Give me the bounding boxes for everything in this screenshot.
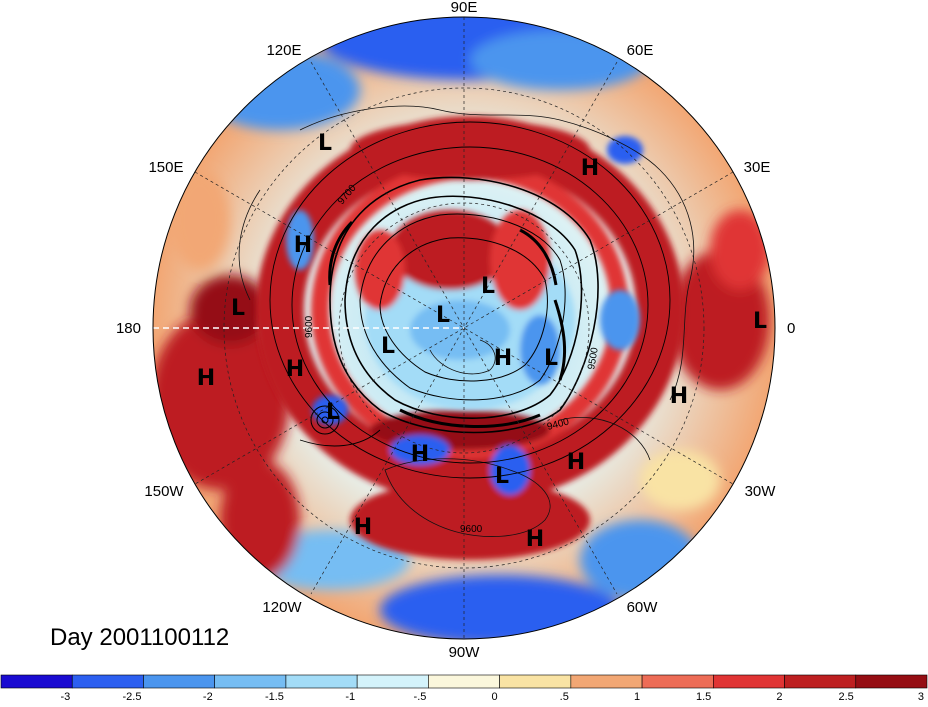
lon-label-30w: 30W — [745, 483, 777, 500]
low-pressure-marker: L — [436, 303, 450, 328]
lon-label-60w: 60W — [627, 599, 659, 616]
lon-label-0: 0 — [787, 320, 795, 337]
lon-label-120w: 120W — [262, 599, 302, 616]
high-pressure-marker: H — [286, 357, 304, 382]
contour-label: 9600 — [460, 524, 483, 535]
low-pressure-marker: L — [318, 131, 332, 156]
colorbar-tick-label: -1 — [345, 691, 355, 702]
lon-label-120e: 120E — [266, 42, 301, 59]
anomaly-field — [153, 17, 775, 639]
low-pressure-marker: L — [231, 296, 245, 321]
low-pressure-marker: L — [544, 346, 558, 371]
colorbar-swatch — [570, 674, 643, 689]
high-pressure-marker: H — [494, 346, 512, 371]
contour-label: 9500 — [586, 346, 601, 370]
colorbar-swatch — [285, 674, 358, 689]
colorbar-tick-label: 3 — [918, 691, 924, 702]
colorbar-swatch — [855, 674, 928, 689]
colorbar-swatch — [143, 674, 215, 689]
colorbar-swatch — [784, 674, 857, 689]
colorbar-swatch — [356, 674, 429, 689]
height-contours — [269, 121, 671, 479]
colorbar-swatch — [713, 674, 785, 689]
colorbar-tick-label: 1.5 — [696, 691, 711, 702]
colorbar-tick-label: -1.5 — [265, 691, 284, 702]
map-boundary — [152, 16, 776, 640]
high-pressure-marker: H — [526, 527, 544, 552]
high-pressure-marker: H — [294, 233, 312, 258]
colorbar-tick-label: 2.5 — [838, 691, 853, 702]
colorbar-swatch — [428, 674, 500, 689]
colorbar-tick-label: -.5 — [414, 691, 427, 702]
colorbar-swatch — [499, 674, 572, 689]
colorbar-tick-label: -2.5 — [122, 691, 141, 702]
high-pressure-marker: H — [411, 442, 429, 467]
colorbar-swatch — [0, 674, 73, 689]
low-pressure-marker: L — [753, 309, 767, 334]
colorbar-tick-label: -3 — [60, 691, 70, 702]
lon-label-90e: 90E — [451, 0, 478, 16]
lon-label-150w: 150W — [144, 483, 184, 500]
lon-label-180: 180 — [116, 320, 141, 337]
high-pressure-marker: H — [197, 366, 215, 391]
longitude-labels: 90E 60E 30E 0 30W 60W 90W 120W 150W 180 … — [116, 0, 795, 661]
colorbar-tick-label: -2 — [203, 691, 213, 702]
high-pressure-marker: H — [581, 156, 599, 181]
colorbar-tick-label: 2 — [776, 691, 782, 702]
colorbar-swatch — [71, 674, 144, 689]
low-pressure-marker: L — [495, 464, 509, 489]
colorbar-tick-label: 1 — [634, 691, 640, 702]
lon-label-30e: 30E — [744, 159, 771, 176]
lon-label-150e: 150E — [148, 159, 183, 176]
colorbar-swatch — [641, 674, 714, 689]
low-pressure-marker: L — [381, 334, 395, 359]
colorbar-swatch — [214, 674, 287, 689]
lon-label-90w: 90W — [449, 644, 481, 661]
contour-label: 9600 — [304, 315, 315, 338]
day-label: Day 2001100112 — [50, 624, 229, 651]
low-pressure-marker: L — [481, 274, 495, 299]
pressure-systems: L H H L L L L H L L H H L H H L H H H — [197, 131, 767, 552]
lon-label-60e: 60E — [627, 42, 654, 59]
colorbar: -3 -2.5 -2 -1.5 -1 -.5 0 .5 1 1.5 2 2.5 3 — [0, 674, 928, 703]
high-pressure-marker: H — [567, 450, 585, 475]
colorbar-tick-label: 0 — [491, 691, 497, 702]
high-pressure-marker: H — [354, 515, 372, 540]
low-pressure-marker: L — [326, 400, 340, 425]
high-pressure-marker: H — [670, 384, 688, 409]
colorbar-tick-label: .5 — [560, 691, 569, 702]
